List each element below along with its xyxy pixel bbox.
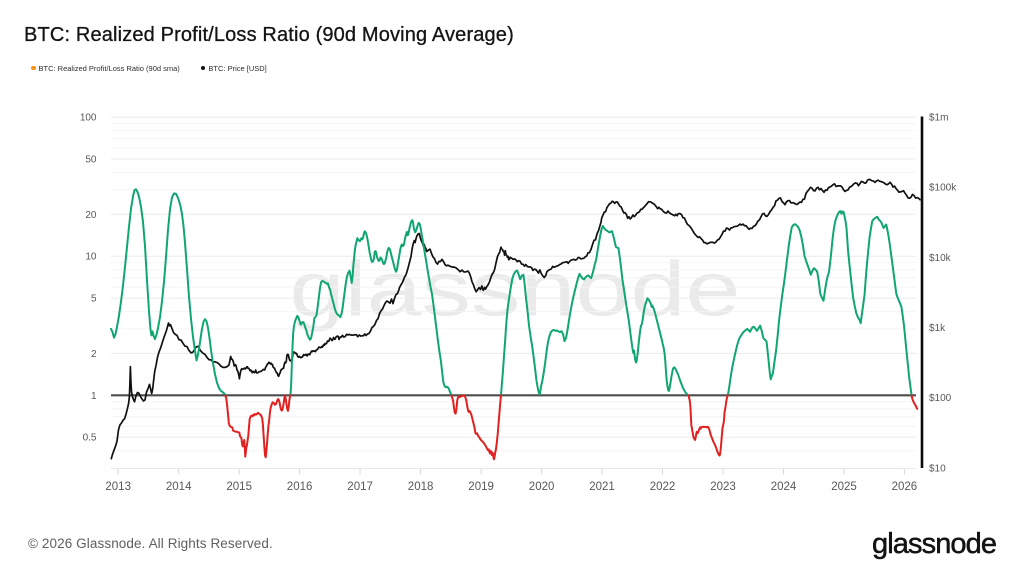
svg-text:2026: 2026 bbox=[892, 481, 918, 493]
svg-text:$10: $10 bbox=[929, 463, 946, 474]
svg-text:2013: 2013 bbox=[105, 481, 131, 493]
svg-text:2018: 2018 bbox=[408, 481, 434, 493]
svg-text:$100: $100 bbox=[929, 393, 952, 404]
svg-text:50: 50 bbox=[85, 155, 97, 166]
svg-text:$100k: $100k bbox=[929, 183, 957, 194]
svg-text:100: 100 bbox=[80, 113, 97, 124]
svg-text:2023: 2023 bbox=[710, 481, 736, 493]
svg-text:$1m: $1m bbox=[929, 112, 948, 123]
svg-text:$10k: $10k bbox=[929, 253, 952, 264]
svg-text:1: 1 bbox=[91, 391, 97, 402]
svg-text:2: 2 bbox=[91, 349, 97, 360]
svg-text:20: 20 bbox=[85, 210, 97, 221]
svg-text:2020: 2020 bbox=[529, 481, 555, 493]
svg-text:2017: 2017 bbox=[347, 481, 373, 493]
svg-text:2022: 2022 bbox=[650, 481, 676, 493]
svg-text:2014: 2014 bbox=[166, 481, 192, 493]
svg-text:5: 5 bbox=[91, 294, 97, 305]
svg-text:0.5: 0.5 bbox=[83, 433, 97, 444]
svg-text:2021: 2021 bbox=[589, 481, 615, 493]
svg-text:10: 10 bbox=[85, 252, 97, 263]
svg-text:2016: 2016 bbox=[287, 481, 313, 493]
svg-text:2024: 2024 bbox=[771, 481, 797, 493]
svg-text:2025: 2025 bbox=[831, 481, 857, 493]
svg-text:$1k: $1k bbox=[929, 323, 946, 334]
svg-text:2015: 2015 bbox=[226, 481, 252, 493]
svg-text:2019: 2019 bbox=[468, 481, 494, 493]
